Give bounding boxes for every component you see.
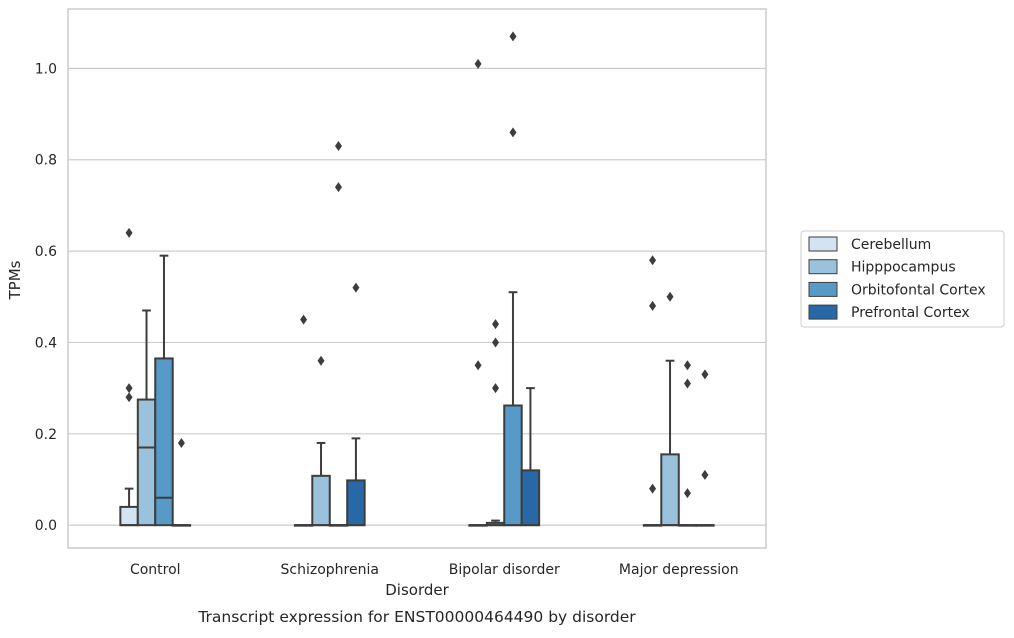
- box-2-2: [503, 31, 523, 527]
- box-1-3: [346, 282, 366, 527]
- box-iqr: [311, 474, 331, 527]
- box-1-1: [311, 355, 331, 527]
- legend: Cerebellum Hipppocampus Orbitofontal Corte…: [800, 230, 1005, 328]
- legend-label: Hipppocampus: [851, 260, 956, 276]
- box-0-0: [119, 227, 139, 527]
- outlier-point: [649, 300, 657, 311]
- y-axis-ticks: 0.0 0.2 0.4 0.6 0.8 1.0: [35, 61, 57, 534]
- box-iqr: [346, 479, 366, 527]
- y-tick-label: 0.4: [35, 335, 57, 351]
- legend-item: Hipppocampus: [808, 259, 956, 276]
- box-3-0: [642, 255, 663, 527]
- outlier-point: [649, 483, 657, 494]
- x-tick-label: Schizophrenia: [281, 562, 379, 578]
- outlier-point: [474, 360, 482, 371]
- box-iqr: [154, 357, 174, 527]
- box-iqr: [136, 398, 157, 527]
- outlier-point: [683, 378, 691, 389]
- y-tick-label: 1.0: [35, 61, 57, 77]
- x-tick-label: Control: [130, 562, 181, 578]
- x-axis-ticks: Control Schizophrenia Bipolar disorder Majo…: [130, 562, 739, 578]
- outlier-point: [334, 182, 342, 193]
- plot-frame: [67, 8, 767, 549]
- legend-label: Cerebellum: [851, 237, 931, 253]
- x-tick-label: Bipolar disorder: [449, 562, 560, 578]
- outlier-point: [701, 369, 709, 380]
- legend-swatch: [808, 259, 838, 275]
- box-0-3: [171, 437, 192, 527]
- outlier-point: [492, 337, 500, 348]
- y-axis-label: TPMs: [6, 260, 24, 300]
- box-3-2: [677, 360, 698, 527]
- box-2-3: [520, 387, 541, 527]
- outlier-point: [492, 383, 500, 394]
- outlier-point: [509, 127, 517, 138]
- outlier-point: [509, 31, 517, 42]
- box-1-0: [293, 314, 314, 527]
- plot-background: [68, 9, 766, 548]
- outlier-point: [125, 227, 133, 238]
- box-3-3: [695, 369, 715, 527]
- outlier-point: [334, 141, 342, 152]
- legend-item: Cerebellum: [808, 236, 931, 253]
- x-axis-label: Disorder: [385, 581, 449, 599]
- y-tick-label: 0.2: [35, 427, 57, 443]
- legend-item: Prefrontal Cortex: [808, 304, 970, 321]
- box-2-1: [485, 319, 506, 527]
- box-iqr: [520, 469, 541, 527]
- legend-label: Prefrontal Cortex: [851, 305, 970, 321]
- outlier-point: [177, 437, 185, 448]
- outlier-point: [492, 319, 500, 330]
- box-3-1: [660, 291, 680, 527]
- outlier-point: [300, 314, 308, 325]
- legend-swatch: [808, 236, 838, 252]
- legend-frame: [800, 230, 1005, 328]
- box-1-2: [328, 141, 349, 527]
- legend-item: Orbitofontal Cortex: [808, 281, 986, 298]
- x-tick-label: Major depression: [619, 562, 739, 578]
- legend-swatch: [808, 281, 838, 297]
- box-iqr: [119, 505, 139, 527]
- outlier-point: [666, 291, 674, 302]
- outlier-point: [352, 282, 360, 293]
- legend-swatch: [808, 304, 838, 320]
- y-tick-label: 0.0: [35, 518, 57, 534]
- outlier-point: [474, 58, 482, 69]
- outlier-point: [701, 469, 709, 480]
- box-0-2: [154, 254, 174, 527]
- chart-title: Transcript expression for ENST0000046449…: [197, 608, 636, 626]
- outlier-point: [125, 392, 133, 403]
- outlier-point: [649, 255, 657, 266]
- box-2-0: [468, 58, 488, 527]
- outlier-point: [317, 355, 325, 366]
- box-groups: [119, 31, 715, 527]
- y-tick-label: 0.8: [35, 153, 57, 169]
- outlier-point: [125, 383, 133, 394]
- box-iqr: [660, 453, 680, 527]
- box-iqr: [503, 404, 523, 527]
- y-tick-label: 0.6: [35, 244, 57, 260]
- outlier-point: [683, 360, 691, 371]
- legend-label: Orbitofontal Cortex: [851, 282, 986, 298]
- outlier-point: [683, 488, 691, 499]
